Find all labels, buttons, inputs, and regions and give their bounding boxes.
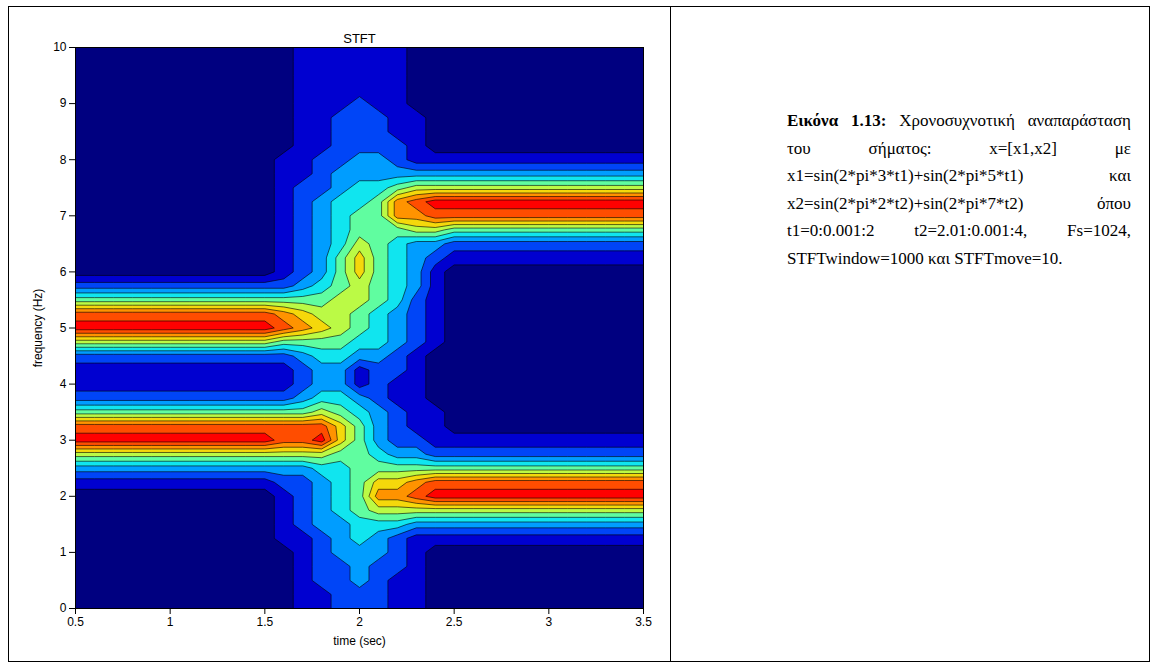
svg-text:1.5: 1.5: [256, 615, 273, 629]
svg-text:3: 3: [545, 615, 552, 629]
svg-text:2: 2: [60, 489, 67, 503]
svg-text:frequency (Hz): frequency (Hz): [31, 289, 45, 368]
svg-text:5: 5: [60, 321, 67, 335]
svg-text:1: 1: [60, 545, 67, 559]
svg-text:8: 8: [60, 153, 67, 167]
svg-text:3: 3: [60, 433, 67, 447]
svg-text:4: 4: [60, 377, 67, 391]
svg-text:time (sec): time (sec): [333, 634, 386, 648]
svg-text:1: 1: [167, 615, 174, 629]
svg-text:2: 2: [356, 615, 363, 629]
svg-text:STFT: STFT: [343, 31, 376, 46]
svg-text:6: 6: [60, 265, 67, 279]
html-text:Εικόνα 1.13: Χρονοσυχνοτική αν: Εικόνα 1.13: Χρονοσυχνοτική αναπαράσταση…: [787, 111, 1131, 268]
svg-text:10: 10: [53, 40, 67, 54]
svg-text:3.5: 3.5: [635, 615, 652, 629]
svg-text:0.5: 0.5: [67, 615, 84, 629]
svg-text:7: 7: [60, 209, 67, 223]
svg-text:0: 0: [60, 601, 67, 615]
svg-text:9: 9: [60, 96, 67, 110]
svg-text:2.5: 2.5: [446, 615, 463, 629]
